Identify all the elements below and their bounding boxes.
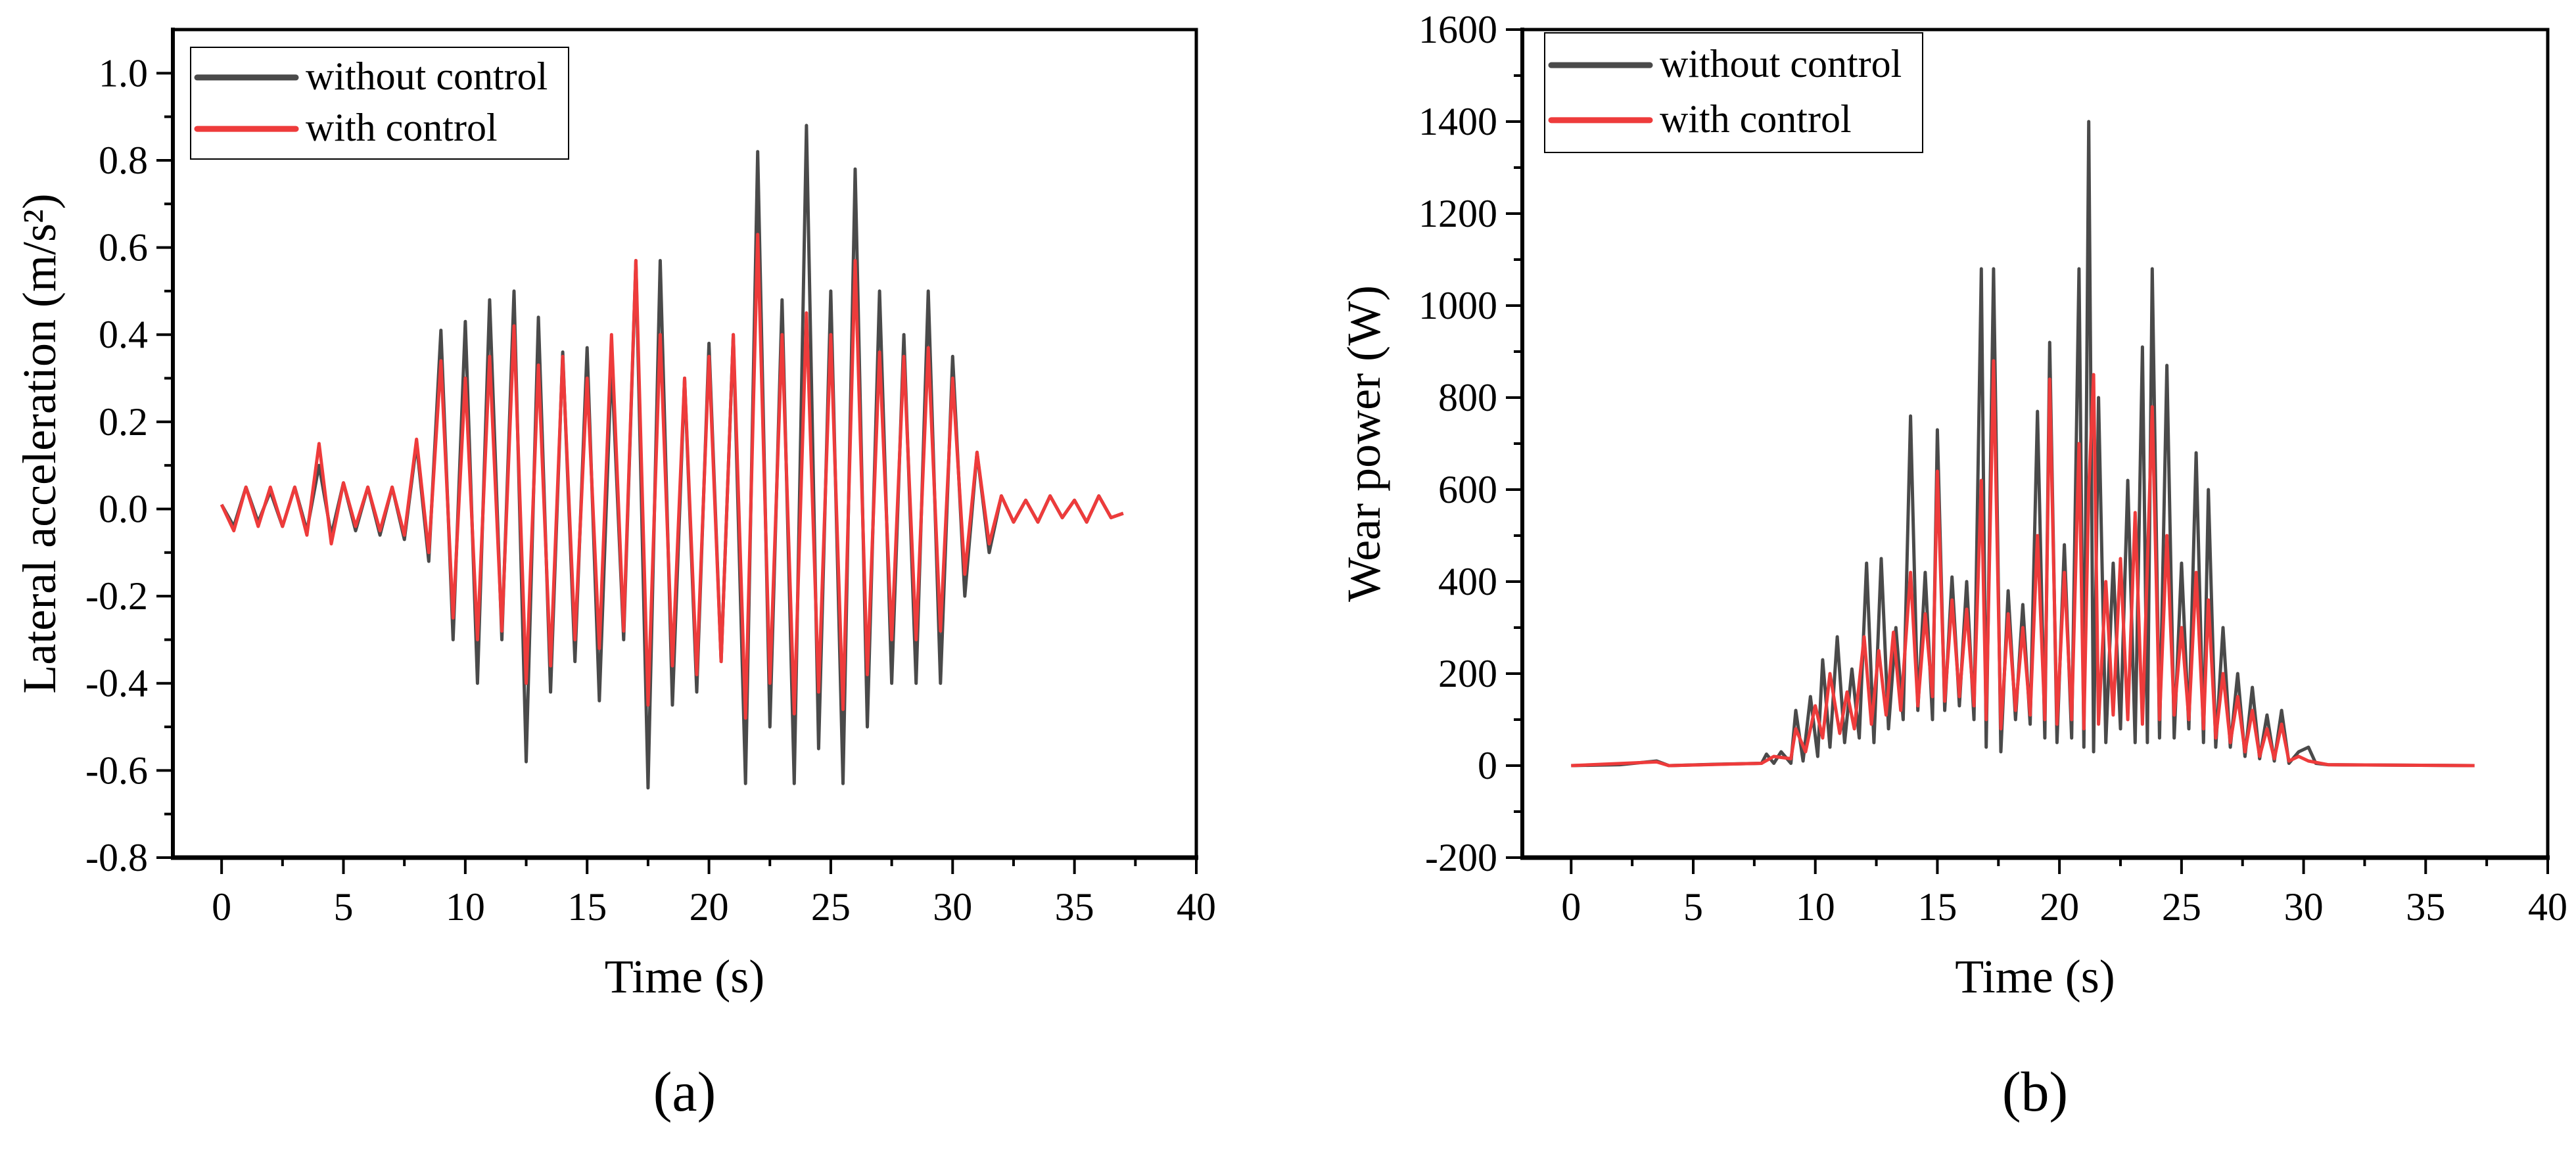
y-tick-label: 0.0 [99, 487, 148, 530]
legend: without control with control [190, 47, 569, 160]
plot-frame [1520, 28, 2550, 860]
x-tick-label: 40 [1177, 885, 1216, 929]
y-axis-label: Lateral acceleration (m/s²) [13, 193, 66, 693]
legend-label: without control [1660, 42, 1902, 85]
panel-caption: (b) [2002, 1060, 2068, 1123]
x-tick-label: 5 [334, 885, 354, 929]
y-tick-label: 0.8 [99, 139, 148, 182]
legend-box [190, 47, 569, 160]
x-axis-label: Time (s) [1955, 950, 2115, 1003]
x-tick-label: 15 [1917, 885, 1957, 929]
x-axis-label: Time (s) [605, 950, 764, 1003]
legend-label: with control [306, 106, 498, 149]
y-tick-label: -0.8 [85, 836, 148, 879]
x-tick-label: 25 [811, 885, 851, 929]
x-tick-label: 5 [1683, 885, 1703, 929]
x-tick-label: 30 [2284, 885, 2324, 929]
legend-box [1544, 32, 1923, 153]
y-tick-label: 0.6 [99, 226, 148, 269]
y-tick-label: -0.2 [85, 574, 148, 618]
x-tick-label: 20 [690, 885, 729, 929]
series-line-with-control [1571, 359, 2475, 768]
x-tick-label: 35 [1055, 885, 1094, 929]
y-tick-label: -0.6 [85, 749, 148, 792]
y-tick-label: 400 [1438, 560, 1497, 603]
y-tick-label: -200 [1425, 836, 1497, 879]
panel-a: 0 5 10 15 20 25 30 35 40 -0.8 -0.6 -0.4 -0.2 0.0 0.2 0.… [13, 28, 1216, 1123]
y-tick-label: 0 [1478, 744, 1497, 787]
x-tick-label: 35 [2406, 885, 2445, 929]
y-tick-label: 1000 [1418, 284, 1497, 327]
x-tick-label: 15 [567, 885, 607, 929]
y-tick-label: 200 [1438, 652, 1497, 695]
y-tick-label: 800 [1438, 376, 1497, 419]
y-tick-label: 1.0 [99, 51, 148, 95]
x-tick-label: 0 [1561, 885, 1581, 929]
legend-label: with control [1660, 97, 1852, 141]
x-tick-label: 10 [446, 885, 485, 929]
x-tick-label: 0 [212, 885, 231, 929]
y-tick-label: -0.4 [85, 662, 148, 705]
panel-b: 0 5 10 15 20 25 30 35 40 -200 0 200 400 600 800 1000 120… [1338, 8, 2567, 1123]
legend-label: without control [306, 55, 548, 98]
legend: without control with control [1544, 32, 1923, 153]
y-tick-label: 0.2 [99, 400, 148, 444]
series-line-without-control [220, 124, 1124, 790]
y-tick-label: 0.4 [99, 313, 148, 356]
x-tick-label: 25 [2162, 885, 2201, 929]
x-tick-label: 40 [2528, 885, 2567, 929]
x-tick-label: 20 [2040, 885, 2079, 929]
panel-caption: (a) [653, 1060, 716, 1123]
y-tick-label: 1200 [1418, 192, 1497, 235]
y-tick-label: 1600 [1418, 8, 1497, 51]
y-tick-label: 1400 [1418, 100, 1497, 143]
series-line-with-control [220, 233, 1124, 720]
x-tick-label: 10 [1796, 885, 1835, 929]
x-tick-label: 30 [933, 885, 972, 929]
y-tick-label: 600 [1438, 468, 1497, 511]
series-line-without-control [1571, 120, 2475, 768]
y-axis-label: Wear power (W) [1338, 285, 1390, 602]
